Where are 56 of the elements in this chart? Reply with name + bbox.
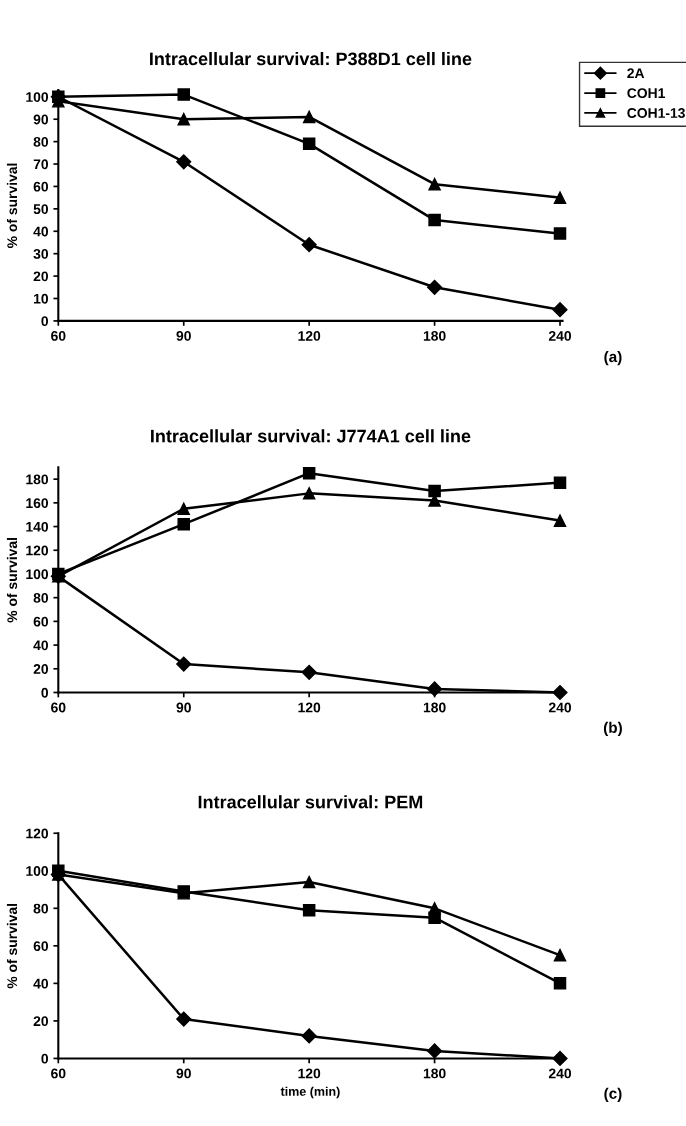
- legend-label: COH1: [627, 88, 665, 99]
- chart-title: Intracellular survival: PEM: [198, 795, 423, 809]
- y-tick-label: 100: [26, 569, 49, 580]
- y-tick-label: 20: [33, 271, 49, 282]
- y-tick-label: 0: [41, 687, 49, 698]
- x-tick-label: 240: [548, 331, 572, 341]
- x-tick-label: 90: [176, 331, 191, 341]
- y-tick-label: 100: [26, 92, 49, 102]
- x-tick-label: 180: [423, 1068, 446, 1079]
- x-tick-label: 60: [51, 331, 66, 341]
- y-axis-title: % of survival: [6, 163, 18, 248]
- x-tick-label: 90: [176, 702, 191, 713]
- x-axis-title: time (min): [280, 1086, 340, 1099]
- y-tick-label: 60: [33, 616, 49, 627]
- y-tick-label: 100: [26, 866, 49, 876]
- y-tick-label: 10: [34, 293, 49, 304]
- y-tick-label: 60: [33, 941, 49, 952]
- y-tick-label: 90: [33, 114, 49, 125]
- y-tick-label: 160: [26, 498, 49, 509]
- y-tick-label: 50: [33, 204, 49, 215]
- y-tick-label: 0: [41, 316, 49, 327]
- x-tick-label: 120: [298, 1068, 321, 1079]
- chart-title: Intracellular survival: J774A1 cell line: [151, 429, 471, 443]
- x-tick-label: 180: [423, 331, 446, 341]
- y-tick-label: 0: [41, 1053, 49, 1064]
- x-tick-label: 240: [548, 1068, 572, 1079]
- x-tick-label: 90: [176, 1068, 191, 1079]
- x-tick-label: 120: [298, 702, 321, 713]
- y-tick-label: 120: [26, 828, 49, 839]
- y-axis-title: % of survival: [6, 538, 18, 623]
- y-tick-label: 80: [33, 593, 49, 603]
- y-tick-label: 40: [33, 226, 49, 237]
- y-axis-title: % of survival: [6, 903, 18, 989]
- y-tick-label: 30: [33, 249, 49, 259]
- y-tick-label: 120: [26, 545, 49, 556]
- x-tick-label: 60: [51, 1068, 66, 1079]
- y-tick-label: 40: [33, 640, 49, 651]
- x-tick-label: 180: [423, 702, 446, 713]
- y-tick-label: 70: [33, 159, 49, 170]
- y-tick-label: 40: [33, 978, 49, 989]
- y-tick-label: 80: [33, 136, 49, 147]
- x-tick-label: 120: [298, 331, 321, 341]
- legend-label: COH1-13: [627, 108, 685, 118]
- x-tick-label: 240: [548, 702, 572, 713]
- y-tick-label: 180: [26, 474, 49, 485]
- legend-label: 2A: [627, 68, 645, 79]
- y-tick-label: 20: [33, 664, 49, 674]
- text: (a): [604, 350, 622, 366]
- text: (c): [604, 1087, 622, 1102]
- x-tick-label: 60: [51, 702, 66, 713]
- y-tick-label: 140: [26, 521, 49, 532]
- y-tick-label: 20: [33, 1016, 49, 1027]
- text: (b): [603, 721, 622, 737]
- y-tick-label: 80: [33, 903, 49, 914]
- chart-title: Intracellular survival: P388D1 cell line: [150, 52, 472, 66]
- y-tick-label: 60: [33, 181, 49, 192]
